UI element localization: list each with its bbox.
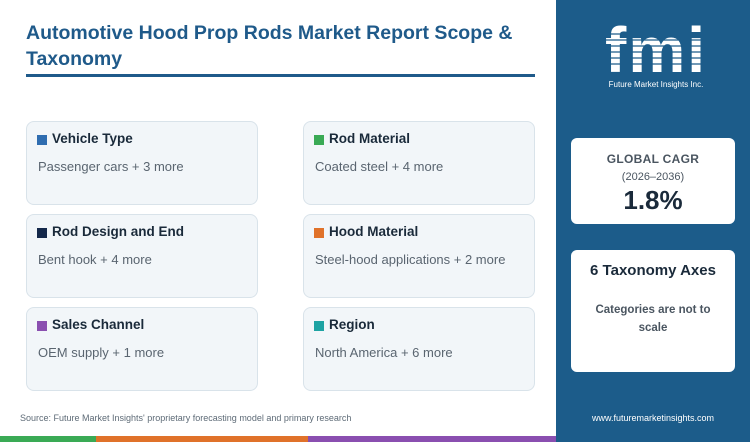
title-divider bbox=[26, 74, 535, 77]
card-color-marker bbox=[37, 321, 47, 331]
axes-heading: 6 Taxonomy Axes bbox=[590, 262, 716, 279]
card-value: Bent hook + 4 more bbox=[38, 252, 152, 267]
bar-segment bbox=[556, 436, 750, 442]
source-note: Source: Future Market Insights' propriet… bbox=[20, 413, 352, 423]
taxonomy-axes-box: 6 Taxonomy Axes Categories are not to sc… bbox=[571, 250, 735, 372]
bottom-color-bar bbox=[0, 436, 750, 442]
card-title: Sales Channel bbox=[52, 317, 145, 332]
card-color-marker bbox=[314, 228, 324, 238]
taxonomy-card-region: Region North America + 6 more bbox=[303, 307, 535, 391]
card-title: Vehicle Type bbox=[52, 131, 133, 146]
main-panel: Automotive Hood Prop Rods Market Report … bbox=[20, 22, 535, 423]
cagr-box: GLOBAL CAGR (2026–2036) 1.8% bbox=[571, 138, 735, 224]
card-color-marker bbox=[314, 135, 324, 145]
fmi-logo: fmi bbox=[596, 14, 716, 86]
card-value: Steel-hood applications + 2 more bbox=[315, 252, 506, 267]
card-color-marker bbox=[37, 228, 47, 238]
logo-tagline: Future Market Insights Inc. bbox=[608, 80, 704, 89]
bar-segment bbox=[0, 436, 96, 442]
taxonomy-card-vehicle-type: Vehicle Type Passenger cars + 3 more bbox=[26, 121, 258, 205]
taxonomy-card-hood-material: Hood Material Steel-hood applications + … bbox=[303, 214, 535, 298]
card-color-marker bbox=[314, 321, 324, 331]
brand-sidebar: fmi Future Market Insights Inc. GLOBAL C… bbox=[556, 0, 750, 436]
bar-segment bbox=[96, 436, 308, 442]
card-value: North America + 6 more bbox=[315, 345, 453, 360]
bar-segment bbox=[308, 436, 556, 442]
card-color-marker bbox=[37, 135, 47, 145]
cagr-period: (2026–2036) bbox=[621, 171, 685, 183]
website-link[interactable]: www.futuremarketinsights.com bbox=[591, 413, 715, 423]
cagr-value: 1.8% bbox=[623, 185, 683, 215]
axes-note: Categories are not to scale bbox=[595, 304, 711, 334]
card-value: Coated steel + 4 more bbox=[315, 159, 444, 174]
card-value: OEM supply + 1 more bbox=[38, 345, 165, 360]
page-title: Automotive Hood Prop Rods Market Report … bbox=[26, 22, 513, 70]
cagr-label: GLOBAL CAGR bbox=[606, 152, 700, 166]
logo-wordmark: fmi bbox=[605, 14, 707, 86]
taxonomy-card-rod-design: Rod Design and End Bent hook + 4 more bbox=[26, 214, 258, 298]
card-value: Passenger cars + 3 more bbox=[38, 159, 184, 174]
taxonomy-card-sales-channel: Sales Channel OEM supply + 1 more bbox=[26, 307, 258, 391]
card-title: Rod Material bbox=[329, 131, 411, 146]
card-title: Rod Design and End bbox=[52, 224, 185, 239]
card-title: Region bbox=[329, 317, 375, 332]
taxonomy-card-rod-material: Rod Material Coated steel + 4 more bbox=[303, 121, 535, 205]
card-title: Hood Material bbox=[329, 224, 419, 239]
